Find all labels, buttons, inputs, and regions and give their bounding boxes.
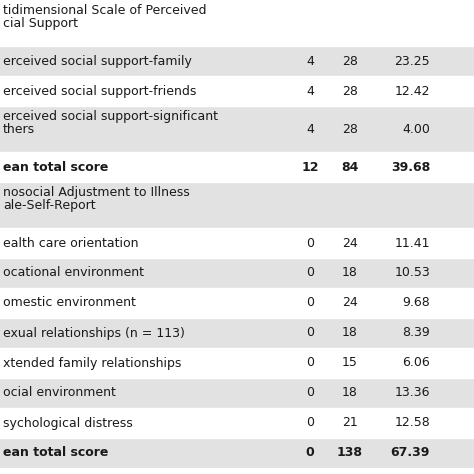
Text: 28: 28 <box>342 55 358 67</box>
Text: 28: 28 <box>342 122 358 136</box>
Text: 28: 28 <box>342 84 358 98</box>
Bar <box>0 318 474 348</box>
Text: 39.68: 39.68 <box>391 161 430 173</box>
Text: 24: 24 <box>342 297 358 310</box>
Text: 9.68: 9.68 <box>402 297 430 310</box>
Bar <box>0 438 474 468</box>
Text: 21: 21 <box>342 417 358 429</box>
Text: nosocial Adjustment to Illness: nosocial Adjustment to Illness <box>3 186 190 199</box>
Text: tidimensional Scale of Perceived: tidimensional Scale of Perceived <box>3 4 207 17</box>
Text: ocational environment: ocational environment <box>3 266 144 280</box>
Bar <box>0 106 474 152</box>
Text: sychological distress: sychological distress <box>3 417 133 429</box>
Text: omestic environment: omestic environment <box>3 297 136 310</box>
Text: 0: 0 <box>306 237 314 249</box>
Text: 13.36: 13.36 <box>394 386 430 400</box>
Text: 12: 12 <box>301 161 319 173</box>
Text: ale-Self-Report: ale-Self-Report <box>3 199 96 211</box>
Text: 10.53: 10.53 <box>394 266 430 280</box>
Bar <box>0 46 474 76</box>
Text: 67.39: 67.39 <box>391 447 430 459</box>
Text: cial Support: cial Support <box>3 17 78 29</box>
Text: 11.41: 11.41 <box>394 237 430 249</box>
Text: 12.58: 12.58 <box>394 417 430 429</box>
Text: 0: 0 <box>306 447 314 459</box>
Text: 0: 0 <box>306 386 314 400</box>
Text: 18: 18 <box>342 386 358 400</box>
Text: ealth care orientation: ealth care orientation <box>3 237 138 249</box>
Text: 4: 4 <box>306 84 314 98</box>
Text: 15: 15 <box>342 356 358 370</box>
Text: 0: 0 <box>306 266 314 280</box>
Text: 0: 0 <box>306 327 314 339</box>
Text: xtended family relationships: xtended family relationships <box>3 356 182 370</box>
Text: 18: 18 <box>342 266 358 280</box>
Text: thers: thers <box>3 123 35 136</box>
Text: 4: 4 <box>306 122 314 136</box>
Text: 8.39: 8.39 <box>402 327 430 339</box>
Text: 23.25: 23.25 <box>394 55 430 67</box>
Text: 12.42: 12.42 <box>394 84 430 98</box>
Text: 0: 0 <box>306 417 314 429</box>
Text: erceived social support-family: erceived social support-family <box>3 55 192 67</box>
Text: ocial environment: ocial environment <box>3 386 116 400</box>
Bar <box>0 378 474 408</box>
Text: erceived social support-friends: erceived social support-friends <box>3 84 196 98</box>
Bar <box>0 182 474 228</box>
Text: 138: 138 <box>337 447 363 459</box>
Text: 4.00: 4.00 <box>402 122 430 136</box>
Text: 84: 84 <box>341 161 359 173</box>
Text: ean total score: ean total score <box>3 447 109 459</box>
Text: 18: 18 <box>342 327 358 339</box>
Text: erceived social support-significant: erceived social support-significant <box>3 110 218 123</box>
Text: 4: 4 <box>306 55 314 67</box>
Text: 24: 24 <box>342 237 358 249</box>
Text: exual relationships (n = 113): exual relationships (n = 113) <box>3 327 185 339</box>
Text: 6.06: 6.06 <box>402 356 430 370</box>
Text: ean total score: ean total score <box>3 161 109 173</box>
Bar <box>0 258 474 288</box>
Text: 0: 0 <box>306 297 314 310</box>
Text: 0: 0 <box>306 356 314 370</box>
